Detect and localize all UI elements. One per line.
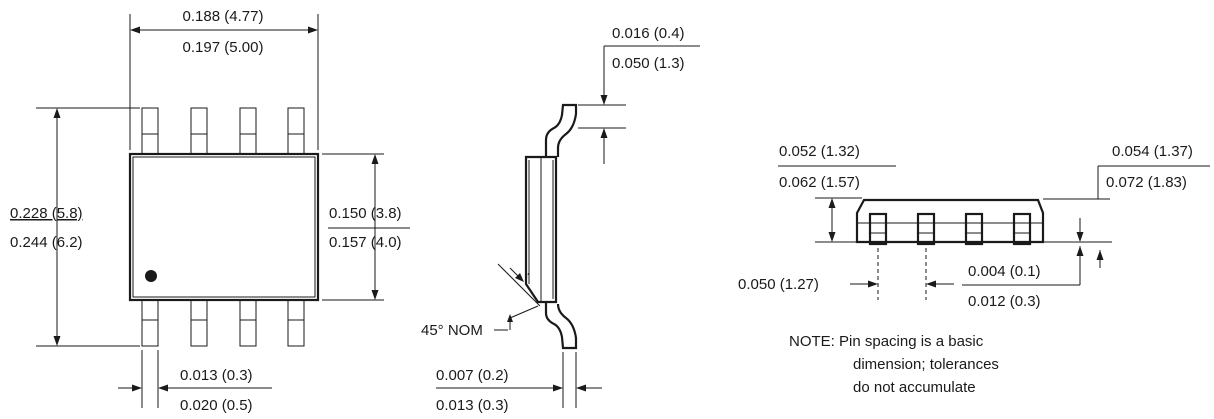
lead-length-min-label: 0.016 (0.4) — [612, 25, 685, 42]
body-height-dimension: 0.054 (1.37) 0.072 (1.83) — [1043, 143, 1210, 200]
length-max-label: 0.197 (5.00) — [183, 39, 264, 56]
lead-width-max-label: 0.020 (0.5) — [180, 397, 253, 414]
package-body-inner-outline — [132, 156, 316, 298]
pin1-indicator-dot — [145, 270, 157, 282]
package-body — [128, 152, 320, 302]
overall-width-min-label: 0.228 (5.8) — [10, 205, 83, 222]
length-dimension: 0.188 (4.77) 0.197 (5.00) — [129, 8, 319, 150]
lead — [287, 107, 305, 155]
lead-length-dimension: 0.016 (0.4) 0.050 (1.3) — [578, 25, 700, 164]
lead-thickness-dimension: 0.007 (0.2) 0.013 (0.3) — [436, 352, 602, 414]
body-width-min-label: 0.150 (3.8) — [329, 205, 402, 222]
lead — [239, 299, 257, 347]
body-width-max-label: 0.157 (4.0) — [329, 234, 402, 251]
length-min-label: 0.188 (4.77) — [183, 8, 264, 25]
height-dimension: 0.052 (1.32) 0.062 (1.57) — [778, 143, 896, 243]
upper-leads — [141, 107, 305, 155]
lead — [190, 107, 208, 155]
lead-thickness-min-label: 0.007 (0.2) — [436, 367, 509, 384]
lead — [916, 212, 936, 246]
side-lower-lead — [544, 302, 578, 350]
height-max-label: 0.062 (1.57) — [779, 174, 860, 191]
lead — [190, 299, 208, 347]
end-leads — [868, 212, 1032, 246]
standoff-dimension: 0.004 (0.1) 0.012 (0.3) — [962, 218, 1112, 310]
spacing-note: NOTE: Pin spacing is a basic dimension; … — [789, 333, 999, 396]
lead-length-max-label: 0.050 (1.3) — [612, 55, 685, 72]
standoff-max-label: 0.012 (0.3) — [968, 293, 1041, 310]
body-width-dimension: 0.150 (3.8) 0.157 (4.0) — [322, 153, 410, 301]
height-min-label: 0.052 (1.32) — [779, 143, 860, 160]
lead — [141, 299, 159, 347]
pitch-dimension: 0.050 (1.27) — [738, 248, 954, 300]
end-view: 0.052 (1.32) 0.062 (1.57) 0.054 (1.37) 0… — [738, 143, 1210, 396]
lead — [964, 212, 984, 246]
note-line-1: NOTE: Pin spacing is a basic — [789, 333, 984, 350]
overall-width-dimension: 0.228 (5.8) 0.244 (6.2) — [10, 107, 140, 347]
lead — [287, 299, 305, 347]
standoff-min-label: 0.004 (0.1) — [968, 263, 1041, 280]
lead-width-dimension: 0.013 (0.3) 0.020 (0.5) — [118, 350, 272, 414]
note-line-2: dimension; tolerances — [853, 356, 999, 373]
side-view: 45° NOM 0.016 (0.4) 0.050 (1.3) 0.007 (0… — [421, 25, 700, 414]
pitch-label: 0.050 (1.27) — [738, 276, 819, 293]
lead-thickness-max-label: 0.013 (0.3) — [436, 397, 509, 414]
lower-leads — [141, 299, 305, 347]
lead — [868, 212, 888, 246]
lead — [239, 107, 257, 155]
lead-width-min-label: 0.013 (0.3) — [180, 367, 253, 384]
note-line-3: do not accumulate — [853, 379, 976, 396]
body-height-min-label: 0.054 (1.37) — [1112, 143, 1193, 160]
overall-width-max-label: 0.244 (6.2) — [10, 234, 83, 251]
lead — [141, 107, 159, 155]
side-upper-lead — [544, 103, 578, 157]
top-view: 0.188 (4.77) 0.197 (5.00) 0.228 (5.8) 0.… — [10, 8, 410, 414]
chamfer-label: 45° NOM — [421, 322, 483, 339]
lead — [1012, 212, 1032, 246]
body-height-max-label: 0.072 (1.83) — [1106, 174, 1187, 191]
